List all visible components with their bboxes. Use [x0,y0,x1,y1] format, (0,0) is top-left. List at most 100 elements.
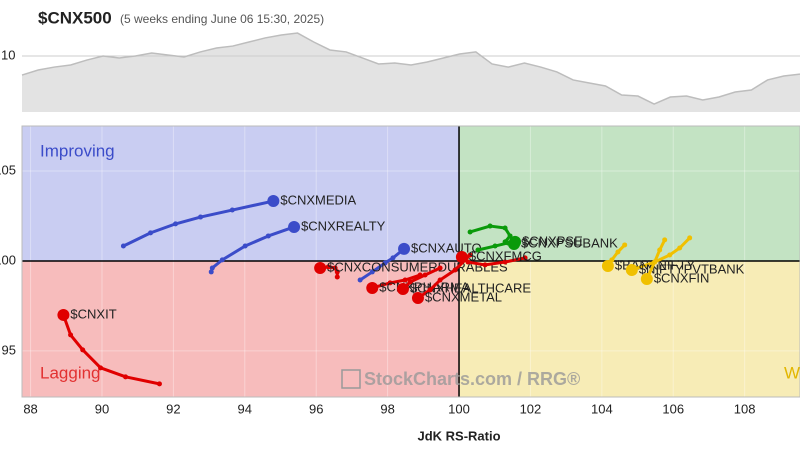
tail-point [615,249,621,255]
tail-head [57,308,70,321]
tail-point [475,247,481,253]
tail-point [334,269,340,275]
tail-point [148,230,154,236]
x-tick-label: 104 [591,401,613,416]
series-label: $CNXPSUBANK [521,235,618,250]
tail-head [398,242,411,255]
tail-point [156,381,162,387]
tail-head [601,259,614,272]
tail-point [677,245,683,251]
tail-point [657,247,663,253]
tail-point [437,265,443,271]
y-tick-label: 10 [1,47,15,62]
series-label: $CNXREALTY [301,218,386,233]
tail-point [467,252,473,258]
x-tick-label: 108 [734,401,756,416]
tail-point [208,269,214,275]
tail-point [229,207,235,213]
x-tick-label: 98 [380,401,394,416]
tail-point [325,264,331,270]
tail-point [390,255,396,261]
series-label: $CNXIT [70,306,116,321]
tail-point [120,243,126,249]
tail-point [80,347,86,353]
tail-point [622,242,628,248]
tail-head [314,261,327,274]
tail-point [357,277,363,283]
tail-point [482,262,488,268]
tail-head [411,292,424,305]
tail-point [198,214,204,220]
tail-point [173,221,179,227]
quadrant-label: Improving [40,141,115,160]
tail-head [455,251,468,264]
y-tick-label: 95 [2,342,16,357]
x-tick-label: 94 [238,401,252,416]
x-tick-label: 88 [23,401,37,416]
tail-head [366,281,379,294]
quadrant-label: Weakening [784,363,800,382]
tail-head [640,272,653,285]
quadrant-weakening [459,260,800,397]
tail-point [687,235,693,241]
tail-point [487,223,493,229]
tail-point [465,259,471,265]
series-label: $CNXFIN [654,270,710,285]
series-label: $CNXMEDIA [280,192,356,207]
series-label: $NIFTYPVTBANK [639,261,745,276]
x-tick-label: 90 [95,401,109,416]
tail-head [509,235,522,248]
tail-point [427,287,433,293]
tail-point [407,279,413,285]
chart-title: $CNX500 [38,8,112,27]
price-line [21,32,800,105]
tail-point [369,269,375,275]
tail-point [452,267,458,273]
tail-point [437,277,443,283]
tail-point [68,332,74,338]
x-tick-label: 102 [520,401,542,416]
series-label: $CNXFMCG [469,248,542,263]
tail-point [502,259,508,265]
tail-point [265,233,271,239]
tail-head [396,283,409,296]
plot-frame [21,125,800,398]
tail-point [522,255,528,261]
price-area [22,33,800,112]
tail-line [645,239,667,280]
tail-point [662,237,668,243]
chart-subtitle: (5 weeks ending June 06 15:30, 2025) [120,12,324,26]
series-label: $CNXMETAL [425,289,502,304]
tail-head [625,263,638,276]
tail-point [422,272,428,278]
watermark: StockCharts.com / RRG® [364,369,580,389]
tail-point [467,229,473,235]
series-label: $CNXPSE [522,233,583,248]
x-axis-title: JdK RS-Ratio [417,428,500,443]
tail-point [667,252,673,258]
tail-head [267,195,280,208]
quadrant-improving [22,126,460,261]
quadrant-label: Lagging [40,363,101,382]
x-tick-label: 100 [448,401,470,416]
tail-point [209,265,215,271]
tail-point [492,243,498,249]
tail-point [98,365,104,371]
tail-point [652,259,658,265]
tail-point [123,374,129,380]
x-tick-label: 96 [309,401,323,416]
y-tick-label: 105 [0,162,16,177]
tail-point [402,277,408,283]
tail-line [122,199,274,248]
x-tick-label: 106 [662,401,684,416]
tail-point [332,265,338,271]
tail-point [382,260,388,266]
x-tick-label: 92 [166,401,180,416]
tail-point [507,233,513,239]
series-label: $CNXHEALTHCARE [410,280,531,295]
tail-head [288,220,301,233]
tail-line [371,273,421,290]
y-tick-label: 100 [0,252,16,267]
tail-point [219,257,225,263]
